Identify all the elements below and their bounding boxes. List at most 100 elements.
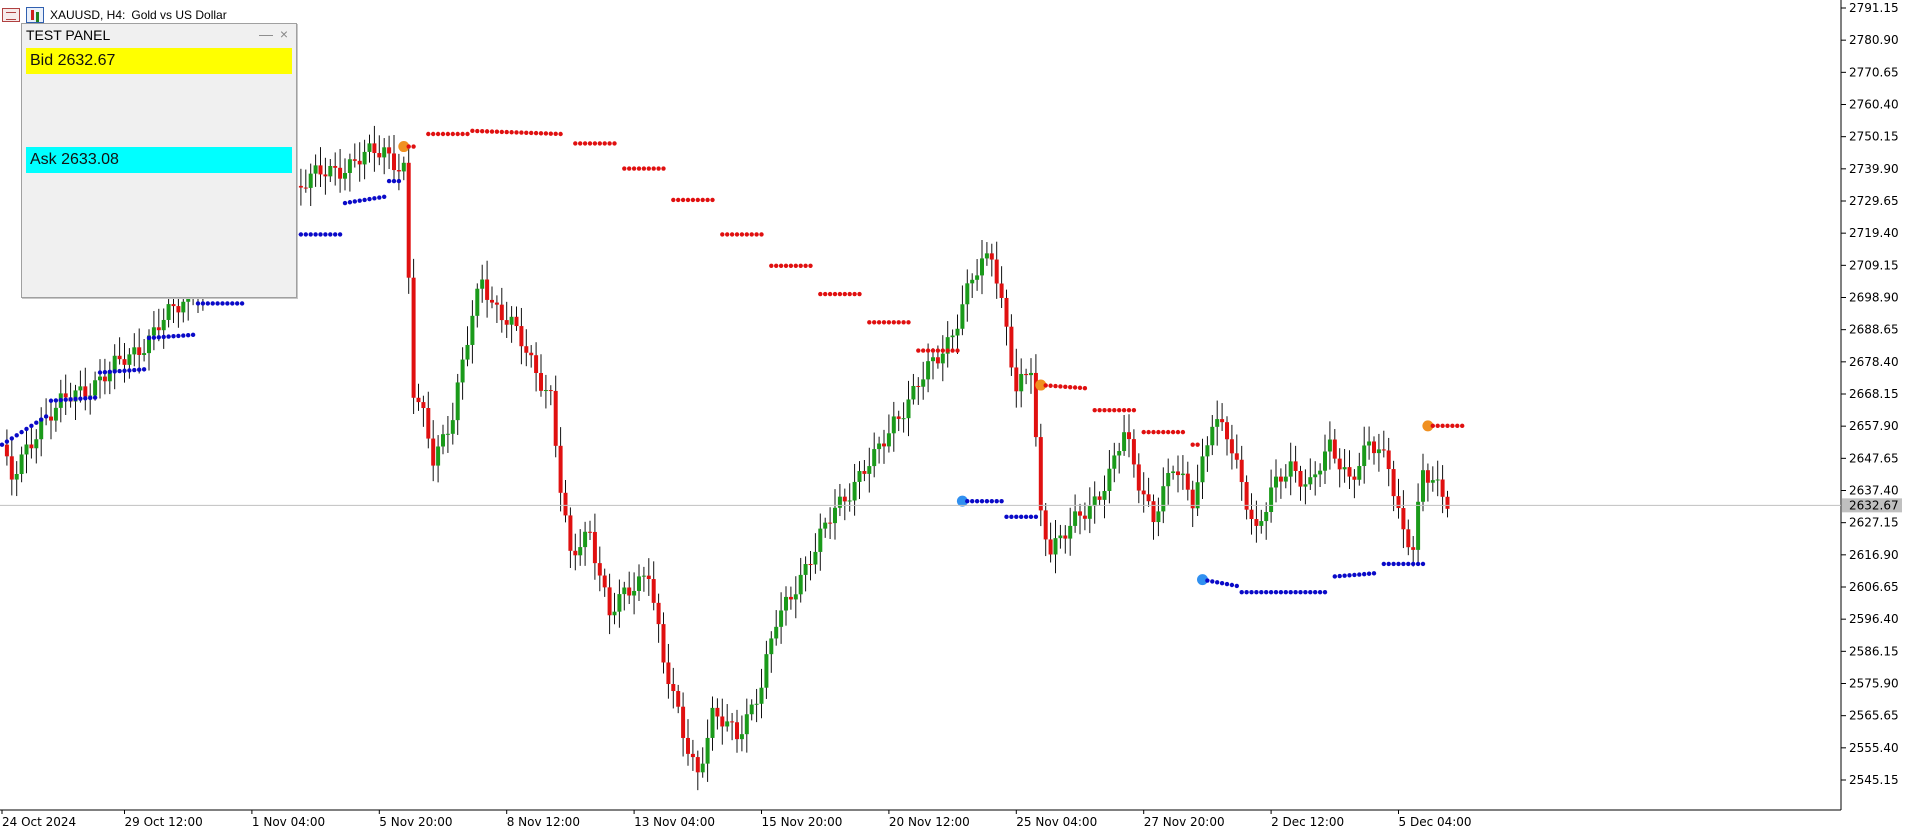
test-panel[interactable]: TEST PANEL — × Bid 2632.67 Ask 2633.08	[21, 23, 297, 298]
candle-body	[984, 253, 989, 259]
sar-dot	[1249, 589, 1254, 595]
price-tick-label: 2739.90	[1849, 162, 1899, 176]
sar-dot	[509, 130, 514, 135]
candle-body	[935, 357, 940, 364]
candle-body	[147, 335, 151, 354]
candle-body	[891, 416, 896, 434]
candle-body	[945, 337, 950, 354]
sar-dot	[235, 301, 240, 306]
candle-body	[1185, 473, 1190, 490]
candle-body	[1107, 468, 1112, 491]
sar-dot	[406, 144, 411, 149]
candle-body	[1288, 461, 1293, 477]
sar-dot	[627, 166, 632, 171]
candle-body	[1161, 486, 1166, 512]
sar-dot	[847, 291, 852, 297]
candle-body	[632, 590, 637, 596]
sar-dot	[974, 498, 980, 504]
sar-dot	[1317, 589, 1323, 595]
sar-dot	[1121, 407, 1127, 413]
candle-body	[1411, 547, 1416, 550]
sar-dot	[852, 291, 857, 297]
candle-body	[1396, 496, 1401, 509]
candle-body	[1048, 539, 1053, 555]
panel-titlebar[interactable]: TEST PANEL — ×	[22, 24, 296, 46]
sar-dot	[705, 197, 710, 203]
sar-dot	[470, 128, 475, 134]
candle-body	[573, 550, 578, 556]
sar-dot	[1352, 572, 1357, 578]
candle-body	[735, 722, 739, 740]
sar-dot	[1028, 514, 1034, 520]
sar-dot	[166, 334, 171, 339]
candle-body	[705, 737, 710, 764]
sar-dot	[323, 232, 328, 237]
candle-body	[166, 304, 171, 320]
sar-dot	[1435, 423, 1440, 429]
sar-dot	[391, 178, 397, 184]
candle-body	[1362, 445, 1367, 467]
sar-dot	[372, 196, 377, 201]
sar-dot	[362, 197, 367, 203]
candle-body	[1229, 439, 1234, 454]
candle-body	[1367, 441, 1372, 446]
candle-body	[93, 380, 98, 396]
sar-dot	[543, 131, 549, 136]
candle-body	[1372, 441, 1376, 454]
close-icon[interactable]: ×	[279, 26, 289, 42]
candle-body	[156, 327, 161, 331]
candle-body	[1352, 476, 1357, 480]
sar-dot	[200, 301, 206, 306]
candle-body	[1308, 477, 1313, 485]
sar-dot	[73, 396, 78, 402]
sar-dot	[1151, 429, 1156, 435]
sar-dot	[1371, 571, 1377, 576]
sar-dot	[1224, 581, 1230, 587]
symbol-chart-icon[interactable]	[26, 7, 44, 23]
candle-body	[470, 315, 475, 345]
ask-price-label: Ask 2633.08	[26, 147, 292, 173]
sar-dot	[881, 320, 887, 325]
sar-dot	[1019, 514, 1024, 520]
candle-body	[78, 386, 83, 391]
candle-body	[1038, 437, 1043, 511]
sar-dot	[749, 232, 754, 237]
minimize-icon[interactable]: —	[259, 26, 273, 42]
candle-body	[989, 253, 994, 260]
candle-body	[1386, 450, 1391, 470]
sar-dot	[1366, 571, 1372, 576]
sar-dot	[426, 131, 431, 137]
sar-dot	[1023, 514, 1029, 520]
sar-dot	[303, 232, 308, 237]
sar-dot	[1283, 589, 1289, 595]
sar-dot	[29, 423, 34, 429]
sar-dot	[548, 131, 553, 136]
candle-body	[637, 576, 641, 591]
candle-body	[445, 433, 450, 435]
candle-body	[107, 370, 112, 382]
candle-body	[534, 355, 539, 374]
candle-body	[1097, 496, 1102, 500]
candle-body	[906, 399, 911, 419]
chart-window-icon[interactable]	[2, 8, 20, 22]
sar-dot	[872, 320, 877, 325]
candle-body	[612, 611, 617, 616]
sar-dot	[989, 498, 994, 504]
sar-dot	[455, 131, 460, 137]
price-tick-label: 2596.40	[1849, 612, 1899, 626]
candle-body	[793, 594, 798, 600]
candle-body	[842, 496, 847, 502]
candle-body	[739, 734, 744, 740]
candle-body	[392, 153, 396, 171]
candle-body	[1274, 476, 1278, 488]
sar-dot	[1293, 589, 1298, 595]
candle-body	[181, 301, 186, 313]
candle-body	[563, 492, 568, 516]
sar-dot	[499, 129, 504, 135]
sar-dot	[377, 195, 382, 200]
price-tick-label: 2780.90	[1849, 33, 1899, 47]
sar-dot	[1234, 583, 1240, 589]
candle-body	[1166, 473, 1171, 487]
